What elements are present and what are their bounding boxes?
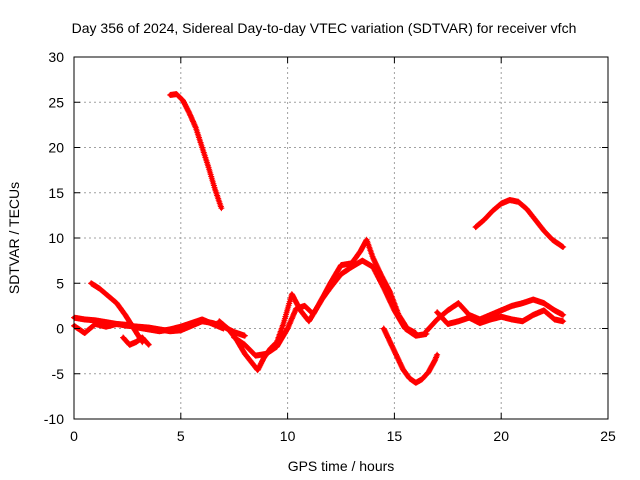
y-tick-label: -10 xyxy=(44,411,64,427)
series-track-7 xyxy=(231,257,430,359)
y-tick-label: 20 xyxy=(48,140,64,156)
y-tick-label: 30 xyxy=(48,49,64,65)
y-tick-label: 15 xyxy=(48,185,64,201)
series-markers xyxy=(231,257,430,359)
y-tick-label: 0 xyxy=(56,321,64,337)
x-tick-label: 25 xyxy=(600,428,616,444)
series-markers xyxy=(380,325,441,386)
y-axis-label: SDTVAR / TECUs xyxy=(6,182,22,294)
y-tick-label: 25 xyxy=(48,94,64,110)
grid-lines xyxy=(74,57,608,419)
y-tick-label: -5 xyxy=(52,366,65,382)
x-tick-label: 5 xyxy=(177,428,185,444)
series-track-10 xyxy=(434,307,567,327)
series-markers xyxy=(434,307,567,327)
series-track-5 xyxy=(167,91,225,212)
x-axis-label: GPS time / hours xyxy=(288,458,395,474)
series-markers xyxy=(167,91,225,212)
series-track-4 xyxy=(120,334,152,348)
axis-ticks: 0 5 10 15 20 25 -10 -5 0 5 10 15 20 25 30 xyxy=(44,49,616,444)
series-markers xyxy=(120,334,152,348)
x-tick-label: 20 xyxy=(493,428,509,444)
series-track-3 xyxy=(88,280,146,346)
series-track-11 xyxy=(472,196,567,251)
data-marks xyxy=(71,91,567,386)
y-tick-label: 5 xyxy=(56,275,64,291)
chart-title: Day 356 of 2024, Sidereal Day-to-day VTE… xyxy=(72,20,577,36)
x-tick-label: 15 xyxy=(387,428,403,444)
y-tick-label: 10 xyxy=(48,230,64,246)
x-tick-label: 10 xyxy=(280,428,296,444)
series-track-6 xyxy=(216,236,419,374)
x-tick-label: 0 xyxy=(70,428,78,444)
series-track-8 xyxy=(380,325,441,386)
series-markers xyxy=(472,196,567,251)
series-markers xyxy=(88,280,146,346)
